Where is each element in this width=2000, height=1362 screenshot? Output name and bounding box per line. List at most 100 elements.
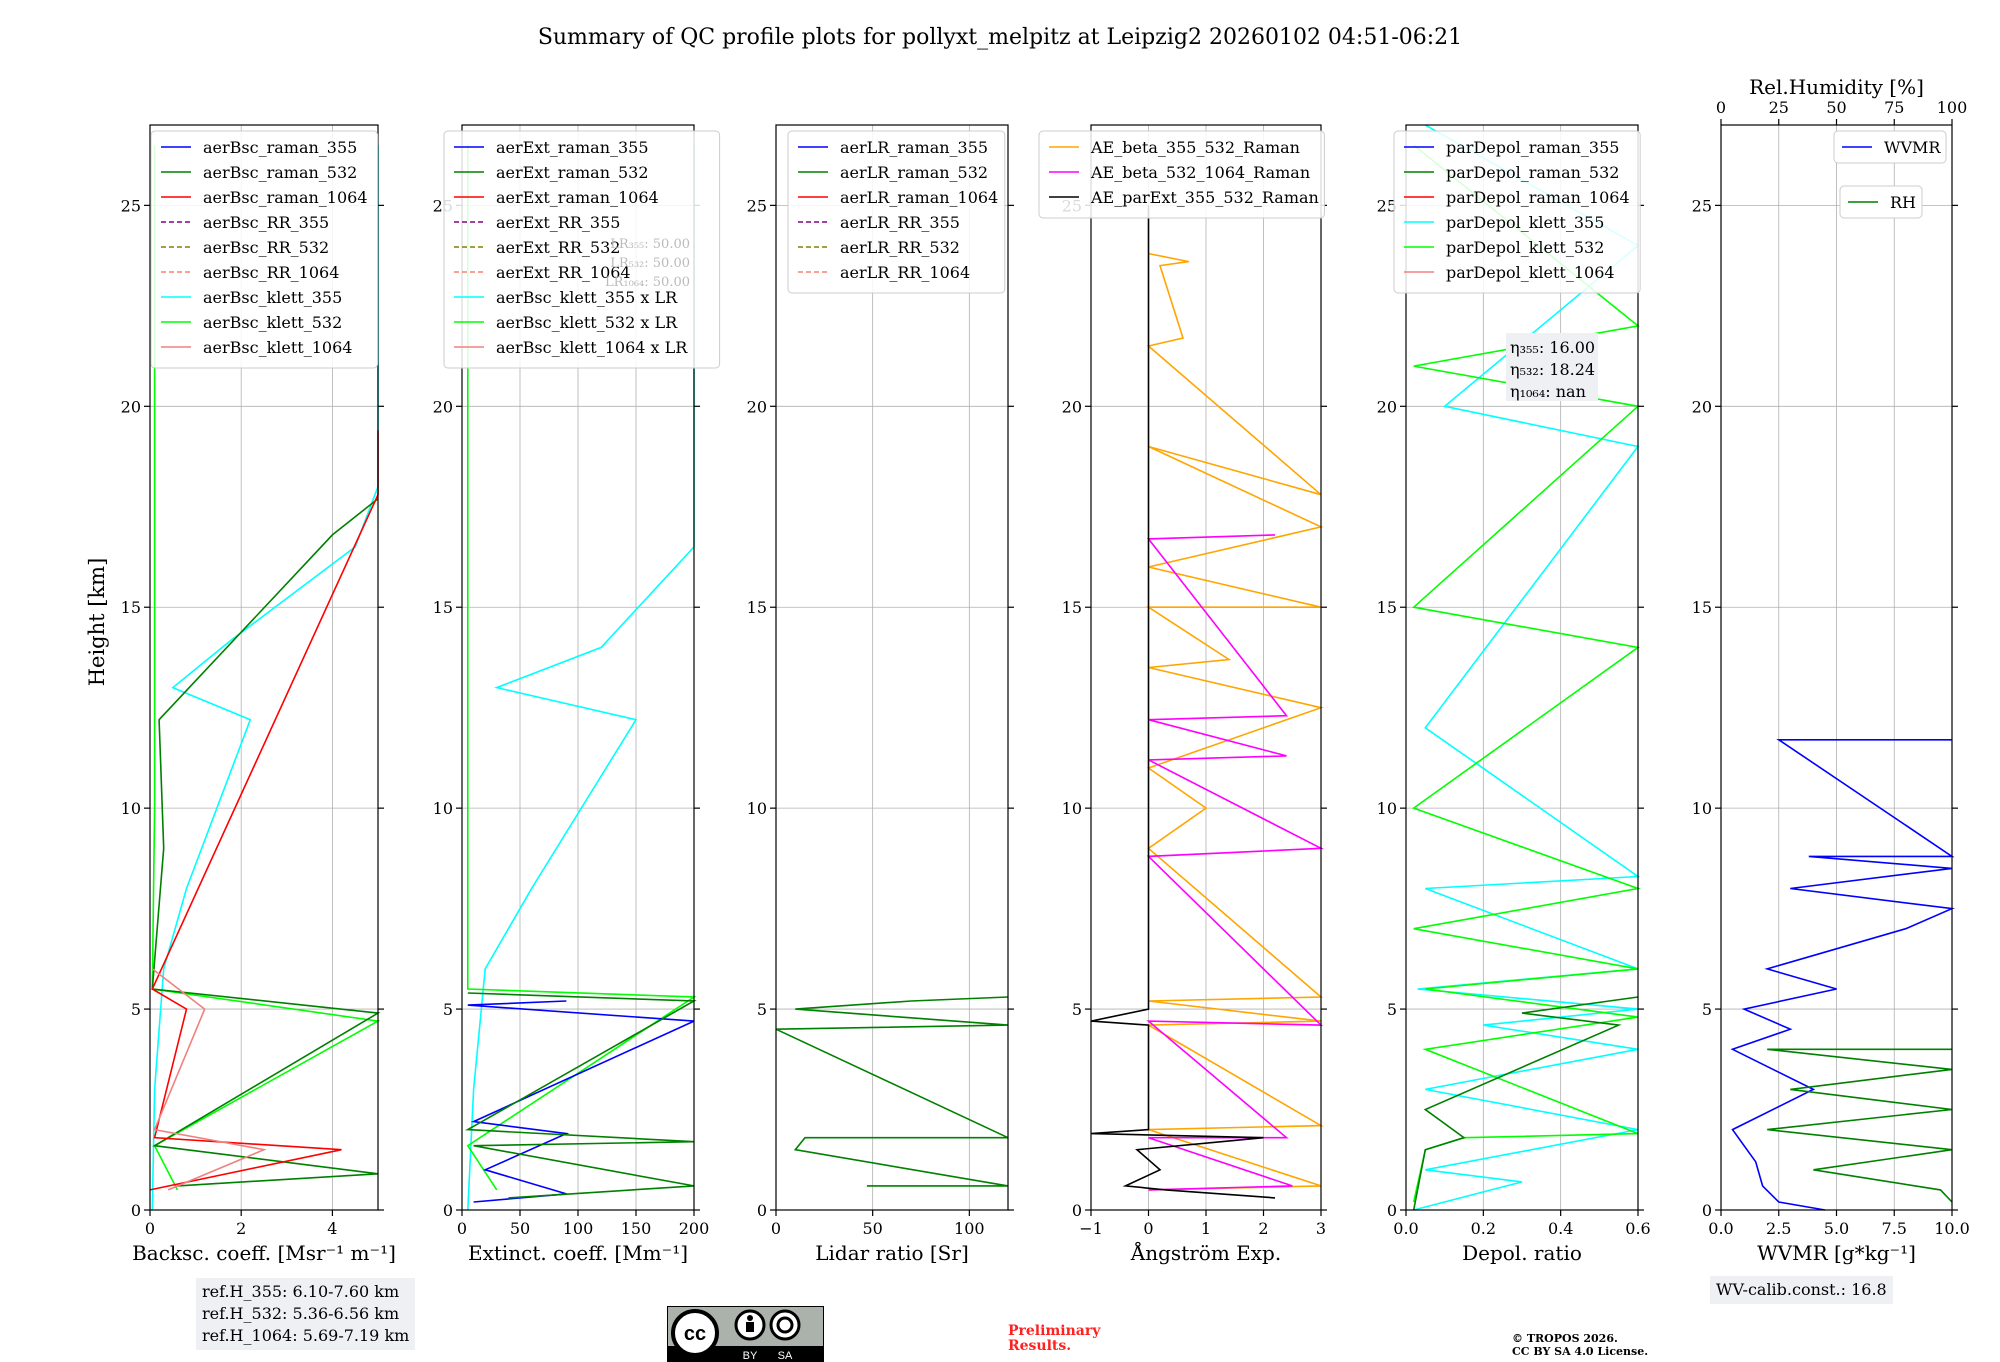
series-aerBsc_klett_1064 <box>151 968 267 1191</box>
y-tick-label: 0 <box>757 1201 767 1220</box>
series-WVMR <box>1730 738 1956 1211</box>
y-tick-label: 10 <box>433 799 453 818</box>
legend-label: aerLR_raman_1064 <box>840 188 998 207</box>
series-aerExt_raman_355 <box>467 1000 695 1203</box>
y-tick-label: 15 <box>747 598 767 617</box>
panel-1: 0 5 10 15 20 25 0 2 4 Backsc. coeff. [Msr⁻¹ m⁻¹] a… <box>121 124 396 1265</box>
legend-label: aerBsc_raman_532 <box>203 163 357 182</box>
x-axis-label: Depol. ratio <box>1462 1241 1582 1265</box>
y-tick-label: 25 <box>747 196 767 215</box>
preliminary-line-1: Preliminary <box>1008 1323 1101 1339</box>
y-tick-label: 0 <box>443 1201 453 1220</box>
eta-label: η₅₃₂: 18.24 <box>1510 360 1595 379</box>
legend-label: aerBsc_raman_1064 <box>203 188 368 207</box>
legend-label: aerLR_RR_1064 <box>840 263 970 282</box>
legend-label: aerLR_raman_532 <box>840 163 988 182</box>
y-tick-label: 20 <box>1377 397 1397 416</box>
legend-label: aerBsc_RR_532 <box>203 238 329 257</box>
top-axis-label: Rel.Humidity [%] <box>1749 75 1924 99</box>
y-tick-label: 15 <box>433 598 453 617</box>
x-tick-label: 200 <box>679 1219 710 1238</box>
legend-label: parDepol_raman_532 <box>1446 163 1619 182</box>
series-aerBsc_raman_532 <box>151 498 381 1187</box>
legend-rh: RH <box>1839 185 1923 219</box>
x-tick-label: 150 <box>621 1219 652 1238</box>
legend-label: aerExt_RR_355 <box>496 213 620 232</box>
y-tick-label: 10 <box>1692 799 1712 818</box>
copyright-line-2: CC BY SA 4.0 License. <box>1512 1345 1649 1358</box>
panel-3: 0 5 10 15 20 25 0 50 100 Lidar ratio [Sr] aerLR_ra… <box>747 124 1014 1265</box>
legend-label: AE_parExt_355_532_Raman <box>1090 188 1319 207</box>
copyright-line-1: © TROPOS 2026. <box>1512 1332 1618 1345</box>
axes-frame <box>1405 124 1639 1211</box>
x-tick-label: 0 <box>457 1219 467 1238</box>
y-tick-label: 20 <box>433 397 453 416</box>
y-tick-label: 15 <box>1692 598 1712 617</box>
y-tick-label: 5 <box>443 1000 453 1019</box>
x-tick-label: 2 <box>1258 1219 1268 1238</box>
series-aerExt_raman_532 <box>465 992 697 1199</box>
x-tick-label: 5.0 <box>1824 1219 1849 1238</box>
series-aerBsc_raman_1064 <box>149 430 379 1191</box>
series-RH <box>1767 1048 1953 1203</box>
y-tick-label: 0 <box>1072 1201 1082 1220</box>
y-tick-label: 10 <box>1062 799 1082 818</box>
preliminary-note: Preliminary Results. <box>1008 1324 1100 1354</box>
lr-label: LR₃₅₅: 50.00 <box>610 237 690 252</box>
series-aerBsc_klett_532 <box>151 145 381 1191</box>
legend-label: aerBsc_klett_1064 x LR <box>496 338 688 357</box>
wv-calib-box: WV-calib.const.: 16.8 <box>1710 1276 1893 1304</box>
legend-label: aerExt_raman_355 <box>496 138 649 157</box>
legend: aerExt_raman_355 aerExt_raman_532 aerExt_r… <box>443 130 721 369</box>
top-tick-label: 0 <box>1716 98 1726 117</box>
x-tick-label: 100 <box>954 1219 985 1238</box>
x-tick-label: 3 <box>1316 1219 1326 1238</box>
y-tick-label: 10 <box>747 799 767 818</box>
legend-label: AE_beta_355_532_Raman <box>1090 138 1300 157</box>
x-tick-label: 1 <box>1201 1219 1211 1238</box>
y-tick-label: 15 <box>121 598 141 617</box>
legend-label: aerBsc_klett_355 <box>203 288 342 307</box>
top-tick-label: 100 <box>1937 98 1968 117</box>
ref-height-355: ref.H_355: 6.10-7.60 km <box>202 1282 400 1301</box>
x-tick-label: 50 <box>510 1219 530 1238</box>
legend-label: parDepol_raman_1064 <box>1446 188 1630 207</box>
y-tick-label: 20 <box>121 397 141 416</box>
legend: aerBsc_raman_355 aerBsc_raman_532 aerBsc_r… <box>150 130 379 369</box>
legend-label: parDepol_klett_532 <box>1446 238 1604 257</box>
panel-5: 0 5 10 15 20 25 0.0 0.2 0.4 0.6 Depol. ratio parDep… <box>1377 124 1651 1265</box>
preliminary-line-2: Results. <box>1008 1338 1072 1354</box>
legend: parDepol_raman_355 parDepol_raman_532 parD… <box>1393 130 1641 294</box>
series-aerLR_raman_532 <box>775 996 1009 1187</box>
eta-label: η₃₅₅: 16.00 <box>1510 338 1595 357</box>
x-tick-label: 0 <box>145 1219 155 1238</box>
legend-label: aerLR_RR_355 <box>840 213 960 232</box>
share-alike-icon <box>769 1309 801 1341</box>
x-tick-label: 0 <box>1143 1219 1153 1238</box>
y-axis-label: Height [km] <box>85 558 109 687</box>
lr-label: LR₅₃₂: 50.00 <box>610 256 690 271</box>
top-tick-label: 75 <box>1884 98 1904 117</box>
top-tick-label: 50 <box>1826 98 1846 117</box>
cc-sa-label: SA <box>778 1350 793 1362</box>
legend-label: aerBsc_RR_355 <box>203 213 329 232</box>
legend-label: aerBsc_klett_355 x LR <box>496 288 678 307</box>
legend-label: aerExt_raman_1064 <box>496 188 659 207</box>
y-tick-label: 25 <box>121 196 141 215</box>
legend-label: AE_beta_532_1064_Raman <box>1090 163 1310 182</box>
eta-label: η₁₀₆₄: nan <box>1510 382 1586 401</box>
legend-box <box>1038 130 1325 219</box>
axes-frame <box>775 124 1009 1211</box>
legend-label: aerBsc_raman_355 <box>203 138 357 157</box>
legend-label: aerExt_raman_532 <box>496 163 649 182</box>
axes-frame <box>149 124 379 1211</box>
legend-label: aerBsc_klett_532 x LR <box>496 313 678 332</box>
series-aerBsc_klett_532 x LR <box>466 145 697 1191</box>
x-tick-label: −1 <box>1079 1219 1103 1238</box>
legend-label: aerLR_raman_355 <box>840 138 988 157</box>
x-tick-label: 2 <box>236 1219 246 1238</box>
x-axis-label: Backsc. coeff. [Msr⁻¹ m⁻¹] <box>132 1241 396 1265</box>
